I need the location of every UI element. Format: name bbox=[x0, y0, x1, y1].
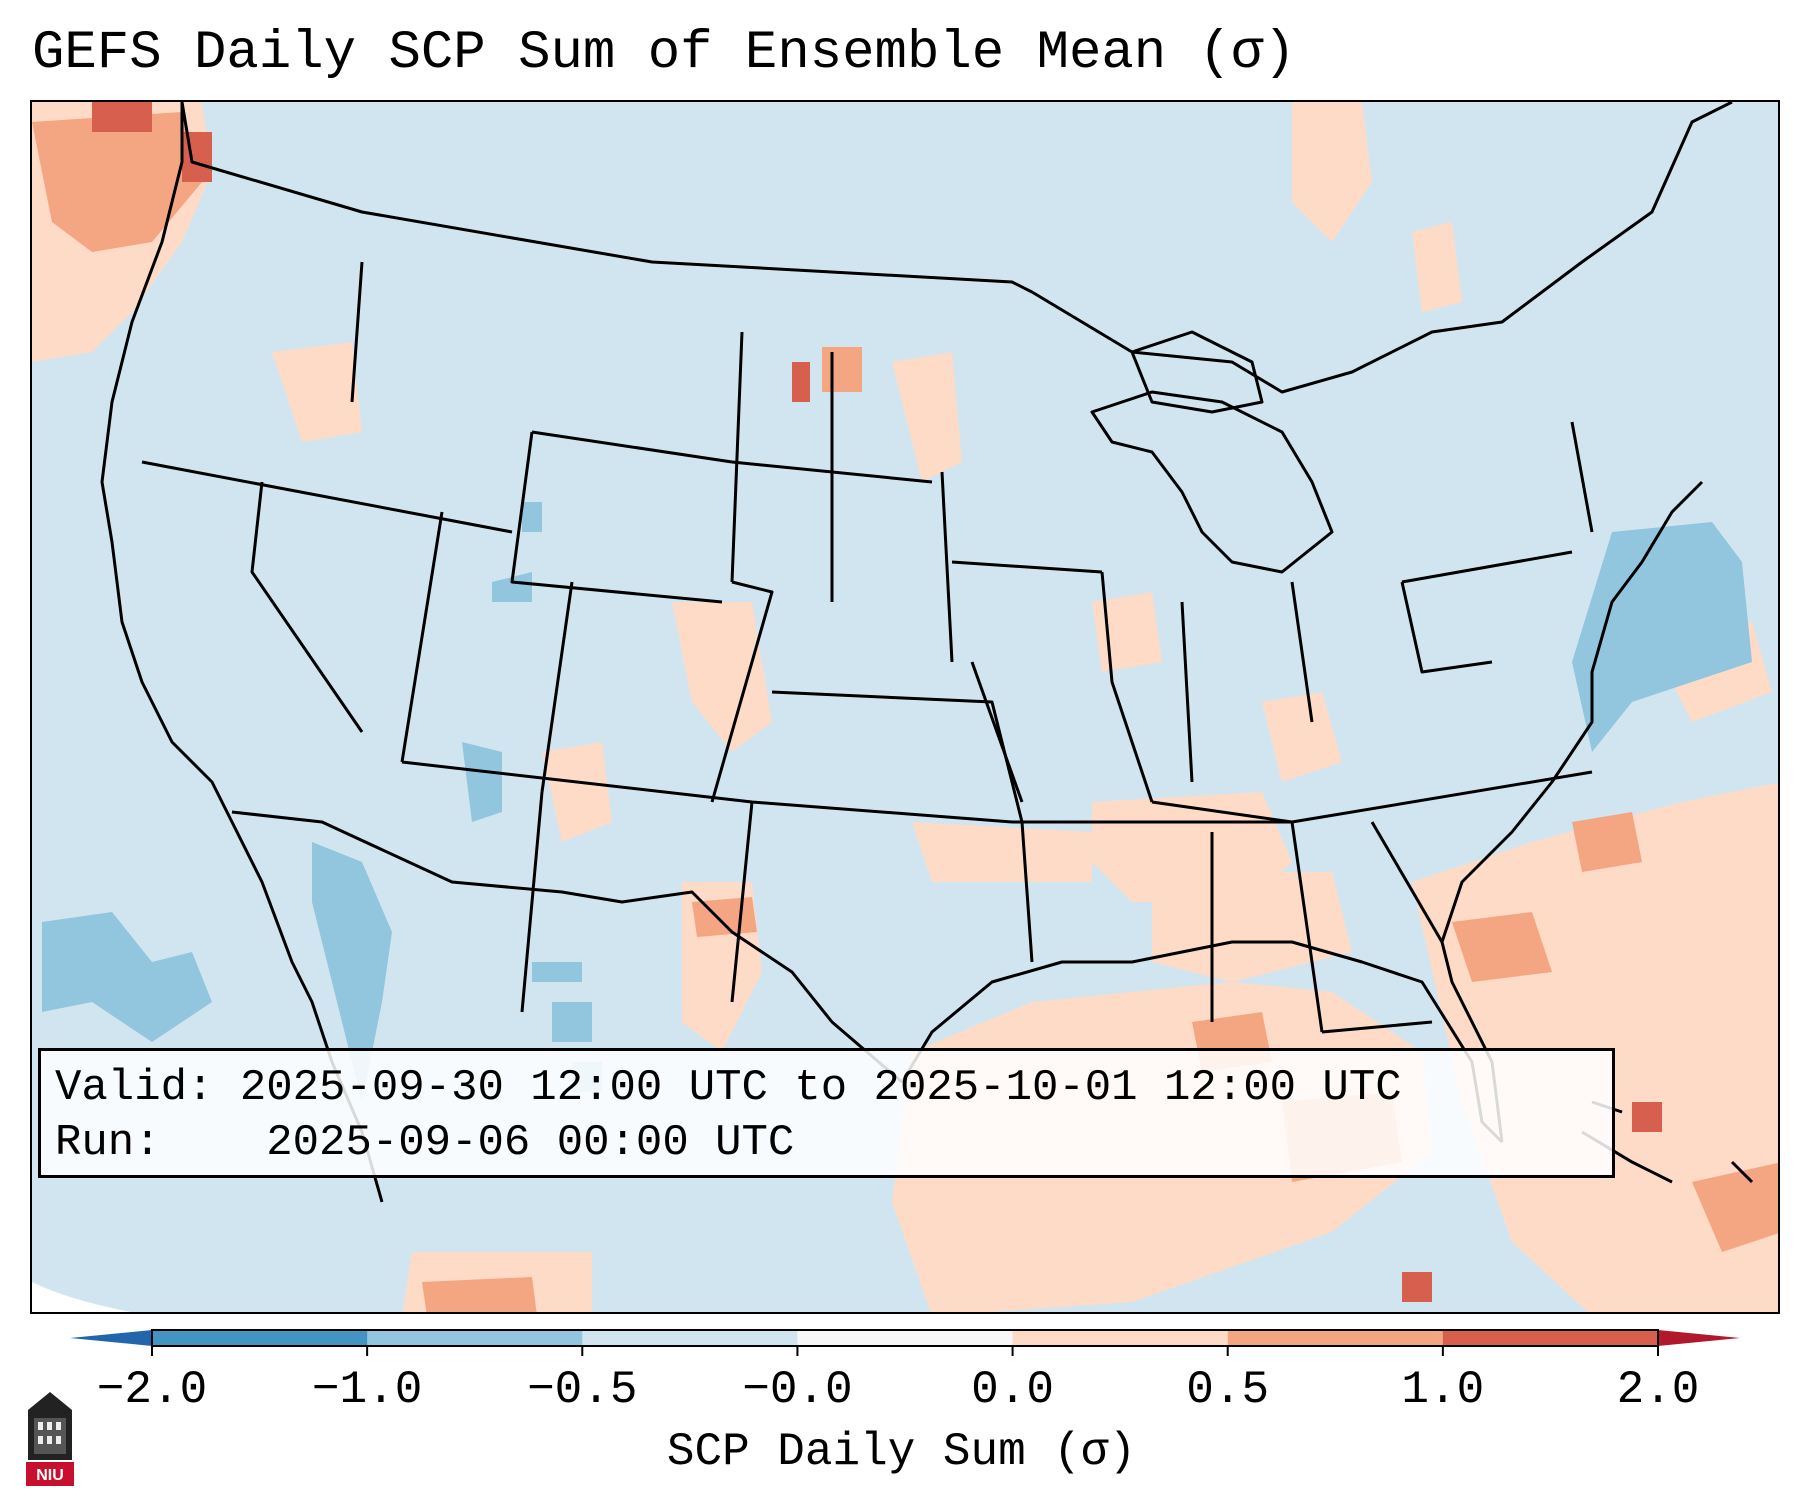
validity-info-box: Valid: 2025-09-30 12:00 UTC to 2025-10-0… bbox=[38, 1048, 1615, 1178]
colorbar-bin bbox=[367, 1330, 583, 1346]
colorbar bbox=[70, 1329, 1740, 1356]
niu-logo-text: NIU bbox=[36, 1467, 64, 1484]
strong-positive-patches bbox=[92, 102, 1662, 1302]
colorbar-over-arrow bbox=[1658, 1330, 1740, 1346]
boundary-lines bbox=[100, 102, 1733, 1203]
run-value: 2025-09-06 00:00 UTC bbox=[266, 1118, 795, 1168]
colorbar-tick-label: 0.5 bbox=[1186, 1364, 1270, 1416]
chart-title: GEFS Daily SCP Sum of Ensemble Mean (σ) bbox=[32, 23, 1296, 84]
colorbar-tick-label: −1.0 bbox=[311, 1364, 423, 1416]
valid-line: Valid: 2025-09-30 12:00 UTC to 2025-10-0… bbox=[55, 1061, 1598, 1116]
colorbar-bin bbox=[152, 1330, 368, 1346]
map-canvas bbox=[32, 102, 1778, 1312]
colorbar-bin bbox=[1442, 1330, 1659, 1346]
colorbar-bin bbox=[582, 1330, 798, 1346]
colorbar-tick-label: 0.0 bbox=[971, 1364, 1054, 1416]
colorbar-bin bbox=[1012, 1330, 1229, 1346]
colorbar-bin bbox=[797, 1330, 1014, 1346]
colorbar-under-arrow bbox=[70, 1330, 152, 1346]
positive-anomaly-patches bbox=[32, 102, 1778, 1312]
colorbar-tick-label: −2.0 bbox=[96, 1364, 208, 1416]
valid-label: Valid: bbox=[55, 1063, 214, 1113]
run-line: Run: 2025-09-06 00:00 UTC bbox=[55, 1116, 1598, 1171]
niu-logo-icon: NIU bbox=[26, 1392, 74, 1486]
colorbar-label: SCP Daily Sum (σ) bbox=[666, 1426, 1137, 1478]
colorbar-outline bbox=[151, 1329, 1659, 1347]
map-panel bbox=[30, 100, 1780, 1314]
colorbar-bin bbox=[1227, 1330, 1444, 1346]
valid-value: 2025-09-30 12:00 UTC to 2025-10-01 12:00… bbox=[239, 1063, 1402, 1113]
colorbar-bins bbox=[152, 1330, 1659, 1346]
colorbar-tick-label: 1.0 bbox=[1401, 1364, 1485, 1416]
colorbar-tick-label: −0.0 bbox=[742, 1364, 853, 1416]
run-label: Run: bbox=[55, 1118, 161, 1168]
colorbar-tick-label: 2.0 bbox=[1616, 1364, 1700, 1416]
colorbar-tick-label: −0.5 bbox=[527, 1364, 638, 1416]
